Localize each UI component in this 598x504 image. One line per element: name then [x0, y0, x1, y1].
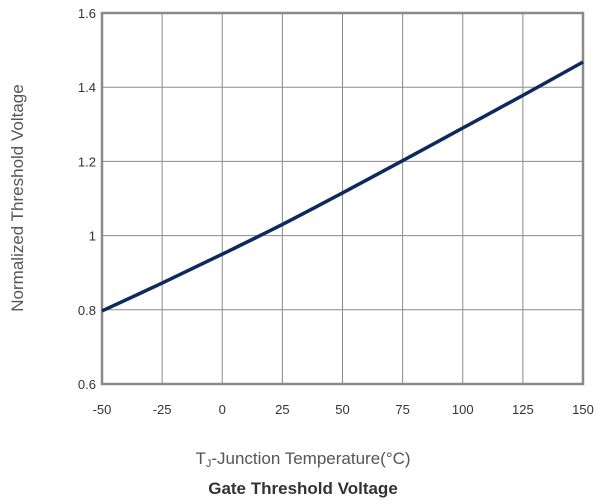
- y-tick-labels: 0.6 0.8 1 1.2 1.4 1.6: [78, 6, 96, 392]
- y-tick-label: 1.4: [78, 80, 96, 95]
- y-tick-label: 1.2: [78, 154, 96, 169]
- x-axis-label: TJ-Junction Temperature(°C): [195, 449, 410, 470]
- x-tick-label: 0: [219, 402, 226, 417]
- chart-title: Gate Threshold Voltage: [208, 479, 398, 498]
- y-axis-label: Normalized Threshold Voltage: [8, 84, 27, 311]
- x-tick-label: 100: [452, 402, 474, 417]
- x-tick-label: 75: [395, 402, 409, 417]
- x-tick-label: 50: [335, 402, 349, 417]
- y-tick-label: 1.6: [78, 6, 96, 21]
- x-axis-label-rest: -Junction Temperature(°C): [211, 449, 410, 468]
- x-tick-label: 125: [512, 402, 534, 417]
- y-tick-label: 0.6: [78, 377, 96, 392]
- x-tick-label: 25: [275, 402, 289, 417]
- x-tick-labels: -50 -25 0 25 50 75 100 125 150: [93, 402, 594, 417]
- y-tick-label: 1: [89, 229, 96, 244]
- x-axis-label-sub: J: [206, 458, 212, 470]
- x-tick-label: -25: [153, 402, 172, 417]
- grid: [101, 12, 584, 385]
- x-tick-label: -50: [93, 402, 112, 417]
- x-axis-label-main: T: [195, 449, 205, 468]
- y-tick-label: 0.8: [78, 303, 96, 318]
- series-line: [101, 60, 584, 313]
- x-tick-label: 150: [572, 402, 594, 417]
- plot-frame: [100, 11, 585, 386]
